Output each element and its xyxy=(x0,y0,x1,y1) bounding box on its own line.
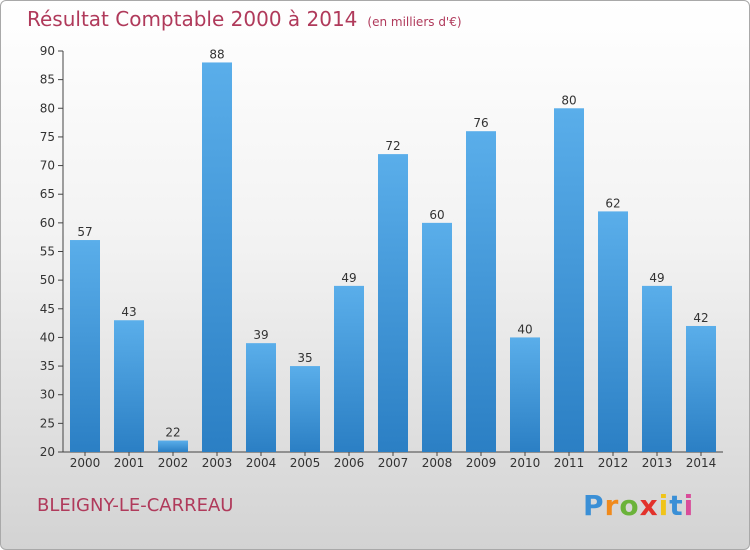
bar-2013 xyxy=(642,285,672,452)
bar-2012 xyxy=(598,211,628,452)
y-tick-label: 30 xyxy=(40,388,55,402)
y-tick-label: 65 xyxy=(40,187,55,201)
y-tick-label: 35 xyxy=(40,359,55,373)
x-tick-label-2004: 2004 xyxy=(246,456,277,470)
value-label-2013: 49 xyxy=(649,271,664,285)
x-tick-label-2012: 2012 xyxy=(598,456,629,470)
bar-2002 xyxy=(158,440,188,452)
x-tick-label-2013: 2013 xyxy=(642,456,673,470)
bar-2000 xyxy=(70,240,100,452)
x-tick-label-2007: 2007 xyxy=(378,456,409,470)
bar-2004 xyxy=(246,343,276,452)
value-label-2014: 42 xyxy=(693,311,708,325)
place-name: BLEIGNY-LE-CARREAU xyxy=(37,495,234,516)
x-tick-label-2010: 2010 xyxy=(510,456,541,470)
title-text: Résultat Comptable 2000 à 2014 xyxy=(27,7,358,31)
value-label-2008: 60 xyxy=(429,208,444,222)
value-label-2004: 39 xyxy=(253,328,268,342)
bar-2011 xyxy=(554,108,584,453)
y-tick-label: 80 xyxy=(40,101,55,115)
y-tick-label: 60 xyxy=(40,216,55,230)
y-tick-label: 85 xyxy=(40,73,55,87)
value-label-2005: 35 xyxy=(297,351,312,365)
x-tick-label-2000: 2000 xyxy=(70,456,101,470)
y-tick-label: 75 xyxy=(40,130,55,144)
x-tick-label-2005: 2005 xyxy=(290,456,321,470)
bar-2003 xyxy=(202,62,232,452)
value-label-2003: 88 xyxy=(209,47,224,61)
x-tick-label-2011: 2011 xyxy=(554,456,585,470)
value-label-2009: 76 xyxy=(473,116,488,130)
value-label-2010: 40 xyxy=(517,322,532,336)
title-unit: (en milliers d'€) xyxy=(367,15,462,29)
chart-title: Résultat Comptable 2000 à 2014 (en millie… xyxy=(27,7,462,31)
value-label-2002: 22 xyxy=(165,426,180,440)
value-label-2001: 43 xyxy=(121,305,136,319)
value-label-2006: 49 xyxy=(341,271,356,285)
y-tick-label: 55 xyxy=(40,245,55,259)
bar-2007 xyxy=(378,154,408,452)
x-tick-label-2014: 2014 xyxy=(686,456,717,470)
x-tick-label-2009: 2009 xyxy=(466,456,497,470)
y-tick-label: 45 xyxy=(40,302,55,316)
bar-2005 xyxy=(290,366,320,452)
bar-2010 xyxy=(510,337,540,452)
value-label-2007: 72 xyxy=(385,139,400,153)
y-tick-label: 90 xyxy=(40,44,55,58)
y-tick-label: 50 xyxy=(40,273,55,287)
bar-2001 xyxy=(114,320,144,452)
value-label-2011: 80 xyxy=(561,93,576,107)
value-label-2012: 62 xyxy=(605,196,620,210)
value-label-2000: 57 xyxy=(77,225,92,239)
bar-2006 xyxy=(334,285,364,452)
x-tick-label-2001: 2001 xyxy=(114,456,145,470)
x-tick-label-2006: 2006 xyxy=(334,456,365,470)
y-tick-label: 40 xyxy=(40,330,55,344)
x-tick-label-2003: 2003 xyxy=(202,456,233,470)
y-tick-label: 20 xyxy=(40,445,55,459)
x-tick-label-2008: 2008 xyxy=(422,456,453,470)
bar-2009 xyxy=(466,131,496,452)
y-tick-label: 70 xyxy=(40,159,55,173)
bar-2008 xyxy=(422,222,452,452)
x-tick-label-2002: 2002 xyxy=(158,456,189,470)
proxiti-logo: Proxiti xyxy=(583,489,695,522)
y-tick-label: 25 xyxy=(40,416,55,430)
bar-2014 xyxy=(686,325,716,452)
